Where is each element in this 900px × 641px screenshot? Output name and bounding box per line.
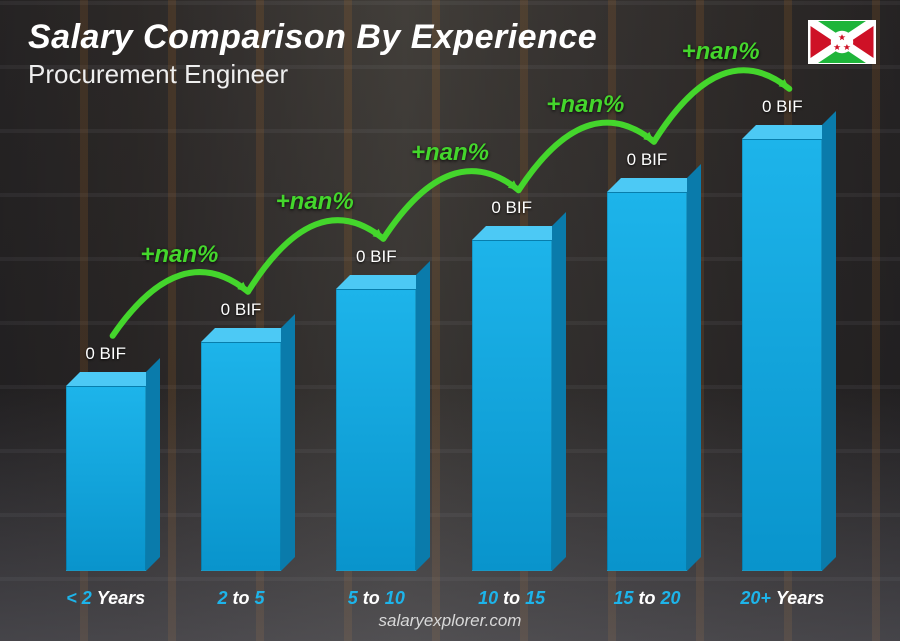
bar-value-label: 0 BIF: [762, 97, 803, 117]
delta-pct-label: +nan%: [682, 38, 760, 66]
bar-value-label: 0 BIF: [356, 247, 397, 267]
bar-value-label: 0 BIF: [491, 198, 532, 218]
delta-pct-label: +nan%: [276, 188, 354, 216]
bar-category-label: 2 to 5: [217, 588, 264, 609]
bar-category-label: 5 to 10: [348, 588, 405, 609]
bar-4: 0 BIF15 to 20: [592, 130, 702, 571]
bar-0: 0 BIF< 2 Years: [51, 130, 161, 571]
bar-category-label: 20+ Years: [740, 588, 824, 609]
bar-chart: 0 BIF< 2 Years0 BIF2 to 50 BIF5 to 100 B…: [38, 130, 850, 571]
bar-value-label: 0 BIF: [85, 344, 126, 364]
delta-pct-label: +nan%: [411, 139, 489, 167]
subtitle: Procurement Engineer: [28, 59, 597, 90]
footer-credit: salaryexplorer.com: [0, 611, 900, 631]
delta-pct-label: +nan%: [140, 241, 218, 269]
bar-category-label: < 2 Years: [66, 588, 145, 609]
title: Salary Comparison By Experience: [28, 18, 597, 57]
delta-pct-label: +nan%: [546, 91, 624, 119]
country-flag: [808, 20, 876, 64]
header: Salary Comparison By Experience Procurem…: [28, 18, 597, 90]
bar-value-label: 0 BIF: [221, 300, 262, 320]
bar-3: 0 BIF10 to 15: [457, 130, 567, 571]
bar-value-label: 0 BIF: [627, 150, 668, 170]
bar-5: 0 BIF20+ Years: [727, 130, 837, 571]
bar-category-label: 15 to 20: [613, 588, 680, 609]
bar-category-label: 10 to 15: [478, 588, 545, 609]
